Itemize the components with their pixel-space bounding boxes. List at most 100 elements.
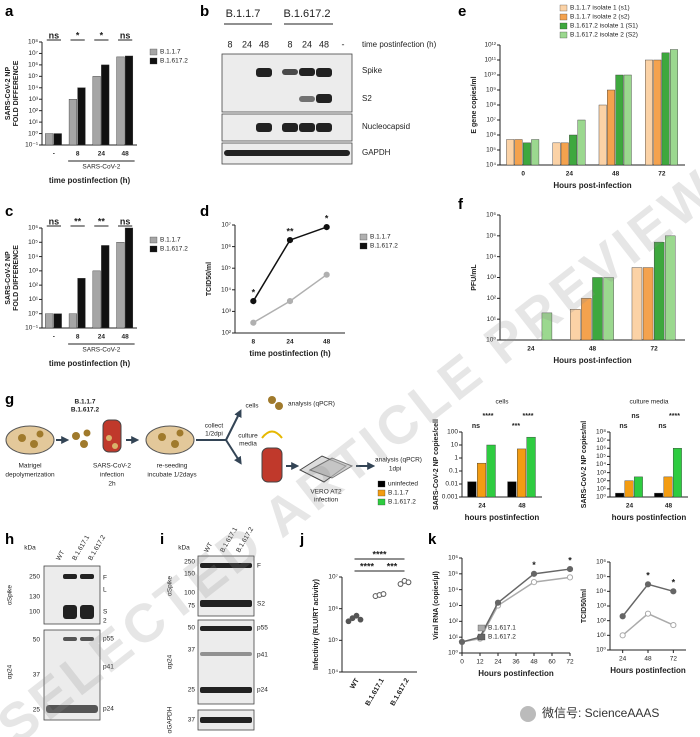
organoid: [80, 440, 88, 448]
panel-letter: f: [458, 196, 464, 213]
y-tick-label: 10¹⁰: [484, 72, 496, 79]
x-tick-label: WT: [349, 677, 361, 691]
antibody-label: αSpike: [167, 576, 174, 596]
blot-h: kDa WT B.1.617.1 B.1.617.2 250 130 100 5…: [7, 534, 114, 721]
y-tick-label: 10³: [449, 602, 459, 609]
band-label: p55: [103, 636, 114, 643]
band-label: S: [103, 609, 108, 616]
x-tick-label: 48: [644, 656, 652, 663]
blot-band: [316, 94, 332, 103]
blot-band: [256, 123, 272, 132]
step-label: 2h: [108, 481, 116, 488]
blot-b: B.1.1.7 B.1.617.2 8 24 48 8 24 48 - time…: [221, 8, 437, 165]
band-label: F: [257, 563, 261, 570]
y-tick-label: 10⁴: [486, 253, 496, 260]
band-label: F: [103, 575, 107, 582]
bar: [53, 313, 62, 329]
x-tick-label: 0: [460, 659, 464, 666]
y-tick-label: 10⁶: [28, 225, 38, 232]
data-point: [405, 579, 412, 586]
panel-letter: a: [5, 3, 14, 20]
data-point: [323, 271, 330, 278]
blot-band: [63, 605, 77, 619]
legend-label: B.1.1.7: [370, 234, 391, 241]
significance-label: *: [568, 555, 572, 565]
x-tick-label: 48: [323, 339, 331, 346]
band-label: L: [103, 587, 107, 594]
bar: [577, 119, 586, 166]
y-tick-label: 10⁻¹: [25, 142, 39, 149]
legend-swatch: [377, 498, 386, 506]
y-tick-label: 10⁰: [596, 647, 606, 654]
bar: [552, 142, 561, 166]
blot-band: [299, 68, 315, 76]
blot-band: [63, 637, 77, 641]
organoid: [18, 434, 26, 442]
x-tick-label: 60: [548, 659, 556, 666]
legend-swatch: [477, 633, 486, 641]
credit: 微信号: ScienceAAAS: [542, 706, 659, 720]
x-tick-label: -: [53, 334, 55, 341]
organoid: [158, 433, 166, 441]
marker-label: 37: [33, 672, 41, 679]
y-axis-label: TCID50/ml: [206, 262, 213, 296]
step-label: Matrigel: [18, 463, 42, 470]
y-tick-label: 10¹: [597, 632, 607, 639]
significance-label: ns: [120, 216, 131, 226]
group-label: B.1.1.7: [226, 8, 261, 20]
bar: [633, 476, 643, 498]
significance-label: ns: [472, 423, 480, 430]
significance-label: ns: [49, 30, 60, 40]
bar: [560, 142, 569, 166]
y-tick-label: 1: [454, 455, 458, 462]
panel-letter: e: [458, 3, 466, 20]
diagram-g: B.1.1.7 B.1.617.2 Matrigel depolymerizat…: [5, 396, 422, 504]
significance-label: ****: [483, 413, 494, 420]
step-label: cells: [245, 403, 259, 410]
organoid: [268, 396, 276, 404]
antibody-label: αSpike: [7, 585, 14, 605]
blot-band: [80, 574, 94, 579]
blot-band: [316, 68, 332, 77]
marker-label: 250: [29, 574, 40, 581]
y-tick-label: 10⁶: [486, 212, 496, 219]
bar: [592, 277, 603, 341]
bar: [514, 139, 523, 166]
legend-label: B.1.617.1: [488, 625, 516, 632]
y-axis-label: Infectivity (RLU/RT activity): [313, 579, 320, 670]
data-point: [357, 616, 364, 623]
band-label: Spike: [362, 66, 383, 75]
lane-label: 48: [259, 39, 269, 49]
y-tick-label: 10¹²: [484, 42, 496, 49]
y-tick-label: 10³: [29, 268, 39, 275]
legend-label: uninfected: [388, 481, 418, 488]
band-label: p24: [257, 687, 268, 694]
bar: [45, 313, 54, 329]
data-point: [530, 579, 538, 586]
significance-label: *: [532, 560, 536, 570]
y-tick-label: 10¹: [29, 119, 39, 126]
bar: [531, 139, 540, 166]
data-point: [619, 613, 626, 620]
marker-label: 37: [188, 647, 196, 654]
x-tick-label: 72: [651, 346, 659, 353]
tube: [102, 419, 122, 453]
legend-swatch: [149, 236, 158, 244]
x-tick-label: 24: [98, 151, 106, 158]
blot-band: [200, 717, 252, 723]
y-tick-label: 10⁴: [28, 84, 38, 91]
band-label: p24: [103, 706, 114, 713]
significance-label: **: [74, 216, 82, 226]
bar: [116, 242, 125, 329]
bar: [570, 309, 581, 341]
step-label: re-seeding: [157, 463, 188, 470]
y-tick-label: 10⁶: [28, 62, 38, 69]
y-tick-label: 10²: [449, 618, 459, 625]
significance-label: *: [76, 30, 80, 40]
bar: [116, 56, 125, 146]
y-tick-label: 10⁸: [486, 102, 496, 109]
data-point: [353, 612, 360, 619]
organoid: [72, 432, 80, 440]
bar: [486, 444, 496, 498]
